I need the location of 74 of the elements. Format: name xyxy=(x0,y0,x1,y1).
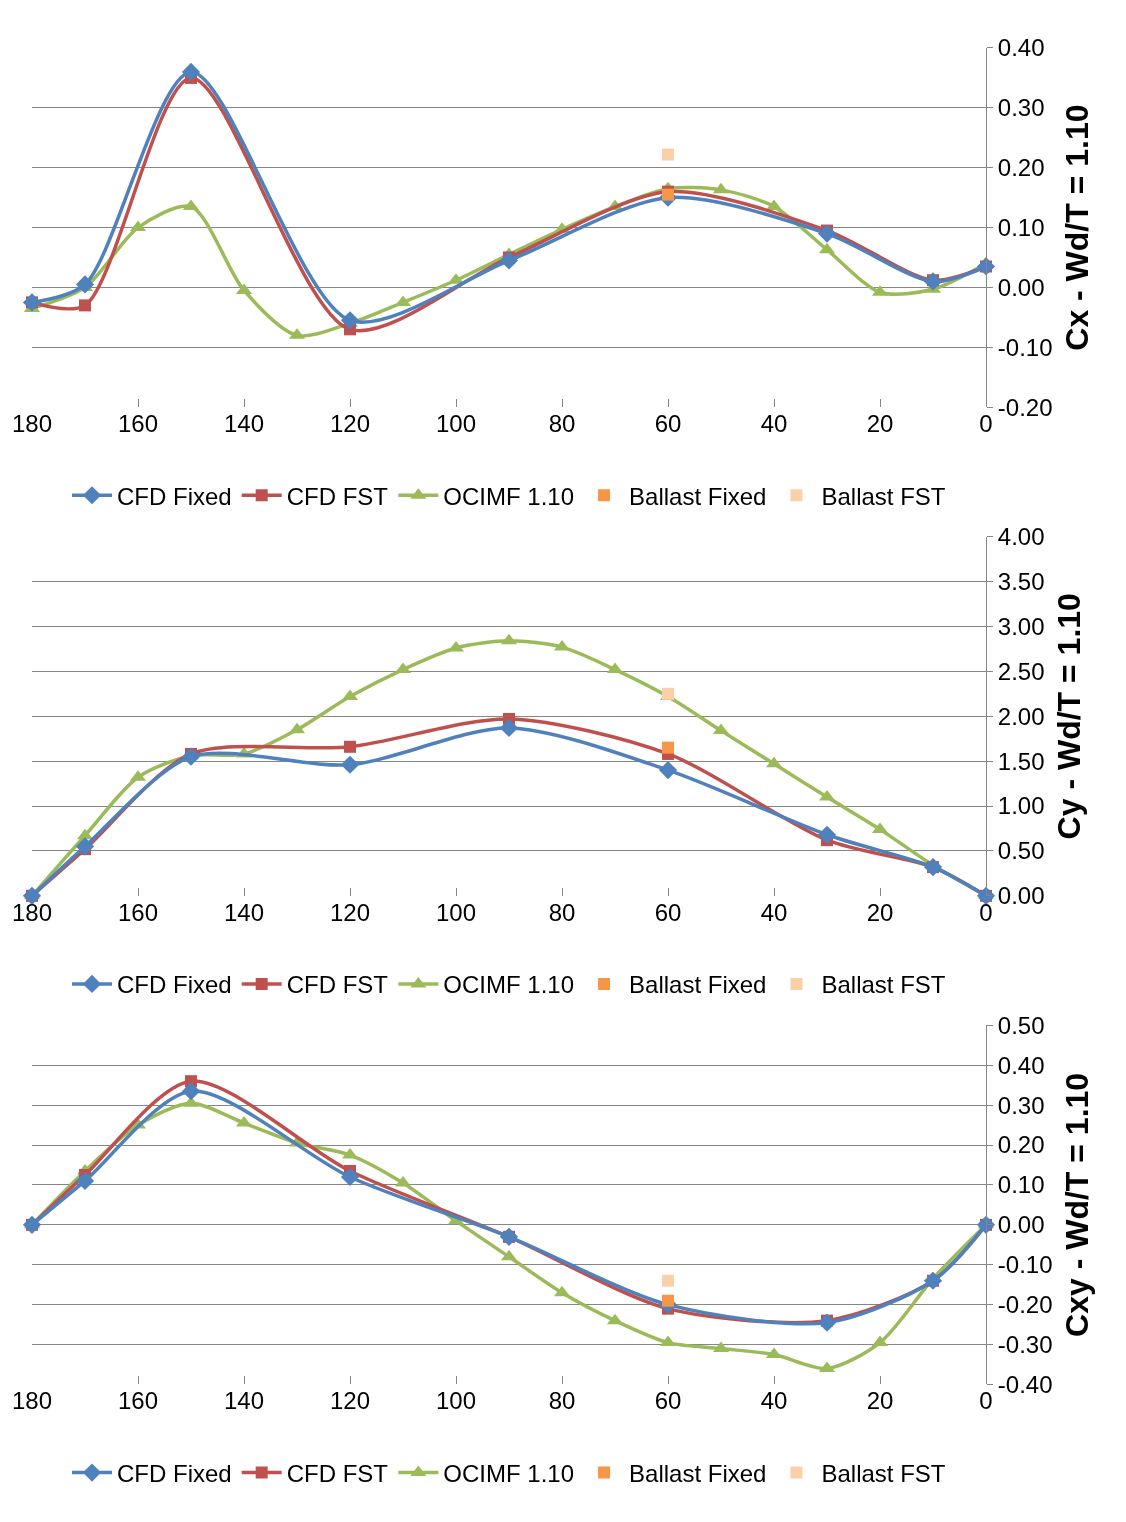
y-tick-label: -0.20 xyxy=(997,393,1053,421)
legend-label: OCIMF 1.10 xyxy=(443,482,575,510)
y-tick-label: 0.30 xyxy=(997,94,1045,122)
y-tick-label: 0.20 xyxy=(997,1131,1045,1159)
x-tick-label: 180 xyxy=(11,898,53,926)
x-tick-label: 20 xyxy=(866,410,894,438)
x-tick-label: 80 xyxy=(548,898,576,926)
x-tick-label: 120 xyxy=(329,898,371,926)
x-tick-label: 60 xyxy=(654,410,682,438)
legend-label: CFD Fixed xyxy=(117,1459,232,1487)
x-tick-label: 40 xyxy=(760,1387,788,1415)
y-axis-title: Cxy - Wd/T = 1.10 xyxy=(1059,1072,1096,1337)
x-tick-label: 100 xyxy=(435,410,477,438)
y-tick-label: 0.40 xyxy=(997,34,1045,62)
y-tick-label: -0.20 xyxy=(997,1291,1053,1319)
y-tick-label: 0.50 xyxy=(997,837,1045,865)
x-tick-label: 0 xyxy=(979,1387,993,1415)
x-tick-label: 120 xyxy=(329,410,371,438)
x-tick-label: 100 xyxy=(435,1387,477,1415)
x-tick-label: 160 xyxy=(117,898,159,926)
x-tick-label: 120 xyxy=(329,1387,371,1415)
legend-label: Ballast Fixed xyxy=(629,971,767,999)
y-tick-label: -0.40 xyxy=(997,1370,1053,1398)
x-tick-label: 100 xyxy=(435,898,477,926)
legend-label: OCIMF 1.10 xyxy=(443,1459,575,1487)
y-tick-label: 0.00 xyxy=(997,1211,1045,1239)
x-tick-label: 0 xyxy=(979,410,993,438)
legend-label: OCIMF 1.10 xyxy=(443,971,575,999)
y-tick-label: 0.50 xyxy=(997,1011,1045,1039)
x-tick-label: 60 xyxy=(654,1387,682,1415)
y-tick-label: 0.00 xyxy=(997,273,1045,301)
x-tick-label: 80 xyxy=(548,1387,576,1415)
legend-label: Ballast FST xyxy=(821,1459,946,1487)
y-tick-label: 3.00 xyxy=(997,612,1045,640)
x-tick-label: 160 xyxy=(117,410,159,438)
legend-label: CFD FST xyxy=(286,971,389,999)
y-tick-label: 3.50 xyxy=(997,567,1045,595)
x-tick-label: 20 xyxy=(866,898,894,926)
legend-label: CFD FST xyxy=(286,482,389,510)
y-tick-label: 0.30 xyxy=(997,1091,1045,1119)
y-axis-title: Cy - Wd/T = 1.10 xyxy=(1051,593,1088,840)
legend-label: Ballast Fixed xyxy=(629,1459,767,1487)
legend-label: Ballast Fixed xyxy=(629,482,767,510)
x-tick-label: 40 xyxy=(760,898,788,926)
legend-label: Ballast FST xyxy=(821,971,946,999)
y-tick-label: 0.20 xyxy=(997,154,1045,182)
y-tick-label: 0.10 xyxy=(997,213,1045,241)
y-tick-label: 0.10 xyxy=(997,1171,1045,1199)
x-tick-label: 40 xyxy=(760,410,788,438)
x-tick-label: 180 xyxy=(11,410,53,438)
legend-label: Ballast FST xyxy=(821,482,946,510)
legend-label: CFD FST xyxy=(286,1459,389,1487)
y-tick-label: 1.00 xyxy=(997,792,1045,820)
y-tick-label: 0.00 xyxy=(997,882,1045,910)
y-tick-label: -0.30 xyxy=(997,1330,1053,1358)
x-tick-label: 20 xyxy=(866,1387,894,1415)
x-tick-label: 140 xyxy=(223,1387,265,1415)
y-tick-label: -0.10 xyxy=(997,333,1053,361)
y-tick-label: 4.00 xyxy=(997,523,1045,551)
y-tick-label: 0.40 xyxy=(997,1051,1045,1079)
y-tick-label: 2.00 xyxy=(997,702,1045,730)
x-tick-label: 80 xyxy=(548,410,576,438)
legend-label: CFD Fixed xyxy=(117,482,232,510)
x-tick-label: 140 xyxy=(223,410,265,438)
x-tick-label: 60 xyxy=(654,898,682,926)
x-tick-label: 180 xyxy=(11,1387,53,1415)
legend-label: CFD Fixed xyxy=(117,971,232,999)
x-tick-label: 140 xyxy=(223,898,265,926)
y-axis-title: Cx - Wd/T = 1.10 xyxy=(1059,104,1096,351)
y-tick-label: 1.50 xyxy=(997,747,1045,775)
x-tick-label: 160 xyxy=(117,1387,159,1415)
x-tick-label: 0 xyxy=(979,898,993,926)
y-tick-label: 2.50 xyxy=(997,657,1045,685)
y-tick-label: -0.10 xyxy=(997,1251,1053,1279)
